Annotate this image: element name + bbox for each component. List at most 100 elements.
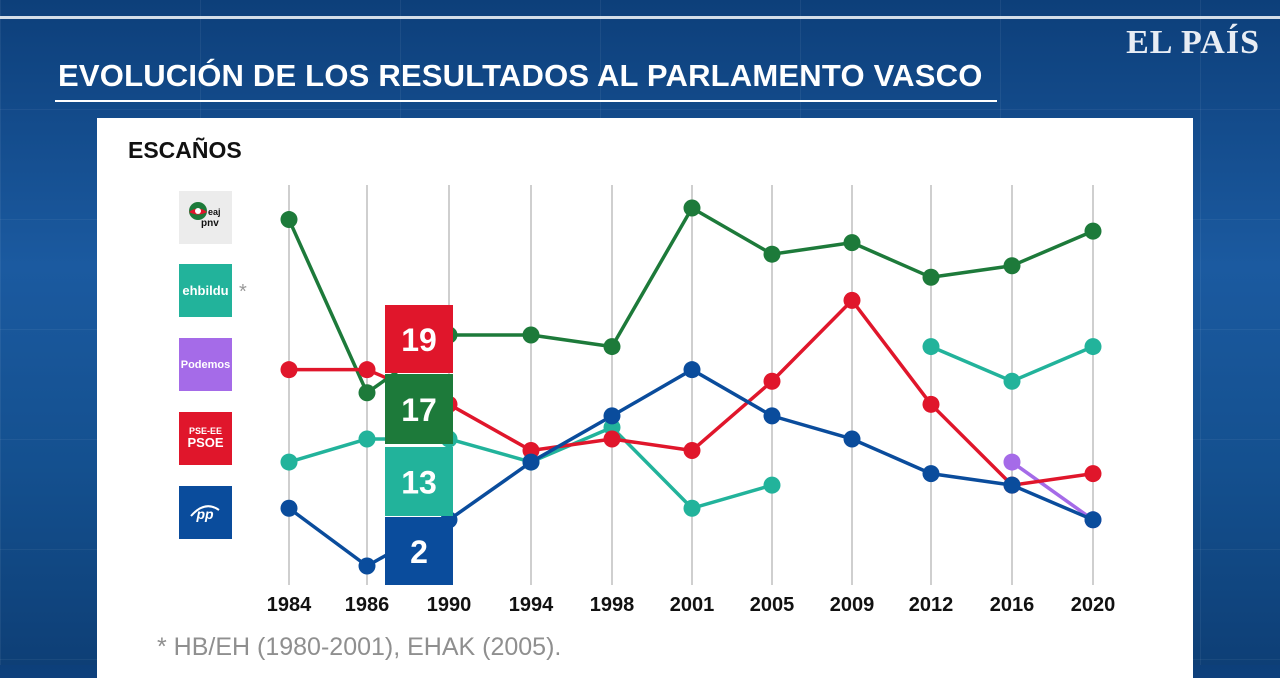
data-point-2005 [763,407,781,425]
series-line-segment [850,240,933,280]
series-line-segment [770,298,854,383]
data-point-2009 [843,430,861,448]
legend-pse-line2: PSOE [187,435,224,451]
series-line-segment [1010,483,1095,522]
series-line-segment [690,379,774,453]
series-line-segment [850,437,933,476]
series-line-segment [1010,229,1095,268]
series-line-segment [929,263,1014,280]
data-point-2020 [1084,465,1102,483]
data-point-1986 [358,361,376,379]
data-point-2016 [1003,453,1021,471]
data-point-2009 [843,291,861,309]
data-point-2009 [843,234,861,252]
series-line-segment [447,437,533,464]
data-point-2016 [1003,476,1021,494]
x-tick-label-1986: 1986 [345,594,390,616]
title-underline [55,100,997,102]
highlight-label-2: 13 [401,465,437,501]
series-line-segment [1010,460,1095,522]
series-line-segment [610,367,694,418]
data-point-2016 [1003,372,1021,390]
series-line-segment [690,206,774,256]
el-pais-logo: EL PAÍS [1126,24,1260,61]
data-point-2001 [683,361,701,379]
legend-pnv: eaj pnv [179,191,232,244]
highlight-label-1: 17 [401,392,437,428]
series-line-segment [529,414,614,464]
series-line-segment [610,206,694,349]
legend-bildu-label: ehbildu [182,283,229,298]
series-line-segment [850,298,933,407]
top-rule [0,16,1280,19]
data-point-2005 [763,476,781,494]
series-line-segment [770,240,854,256]
data-point-1998 [603,430,621,448]
series-line-segment [770,414,854,441]
x-tick-label-2016: 2016 [990,594,1035,616]
x-tick-label-1994: 1994 [509,594,554,616]
series-line-segment [690,483,774,511]
series-line-segment [610,437,694,453]
legend-podemos-label: Podemos [180,358,231,371]
data-point-2005 [763,245,781,263]
x-tick-label-2001: 2001 [670,594,715,616]
page-title: EVOLUCIÓN DE LOS RESULTADOS AL PARLAMENT… [58,58,983,93]
legend-bildu-asterisk: * [239,281,247,303]
series-line-segment [929,344,1014,383]
highlight-label-3: 2 [410,534,428,570]
series-line-segment [287,506,369,568]
data-point-1994 [522,326,540,344]
highlight-box-1 [385,374,453,444]
data-point-2012 [922,465,940,483]
data-point-2012 [922,338,940,356]
data-point-1984 [280,453,298,471]
series-line-segment [1010,344,1095,383]
series-line-segment [287,437,369,464]
legend-pse-line1: PSE-EE [188,425,222,436]
series-line-segment [1010,471,1095,487]
highlight-box-0 [385,305,453,373]
series-line-segment [447,460,533,522]
data-point-1986 [358,384,376,402]
legend-bildu: ehbildu [179,264,232,317]
svg-text:eaj: eaj [208,207,221,217]
series-line-segment [690,367,774,418]
legend-podemos: Podemos [179,338,232,391]
svg-text:pnv: pnv [201,218,219,229]
data-point-2020 [1084,511,1102,529]
x-tick-label-1984: 1984 [267,594,312,616]
x-tick-label-2005: 2005 [750,594,795,616]
data-point-2001 [683,499,701,517]
highlight-box-3 [385,517,453,585]
data-point-2012 [922,268,940,286]
series-line-segment [529,437,614,453]
data-point-2012 [922,395,940,413]
x-tick-label-1990: 1990 [427,594,472,616]
data-point-2016 [1003,257,1021,275]
highlight-box-2 [385,447,453,516]
x-tick-label-2012: 2012 [909,594,954,616]
series-4 [280,361,1102,575]
pnv-logo-icon: eaj pnv [189,202,221,229]
data-point-1986 [358,430,376,448]
series-line-segment [529,333,614,349]
highlight-label-0: 19 [401,322,437,358]
data-point-2001 [683,442,701,460]
pp-logo-icon: pp [190,505,220,522]
data-point-1984 [280,361,298,379]
legend-pse: PSE-EE PSOE [179,412,232,465]
data-point-2020 [1084,222,1102,240]
data-point-1984 [280,211,298,229]
x-tick-label-2009: 2009 [830,594,875,616]
data-point-1998 [603,407,621,425]
chart-subtitle: ESCAÑOS [128,137,242,163]
x-tick-label-2020: 2020 [1071,594,1116,616]
series-line-segment [447,402,533,453]
data-point-2001 [683,199,701,217]
series-line-segment [929,471,1014,487]
data-point-1986 [358,557,376,575]
data-point-1984 [280,499,298,517]
footnote: * HB/EH (1980-2001), EHAK (2005). [157,633,562,661]
